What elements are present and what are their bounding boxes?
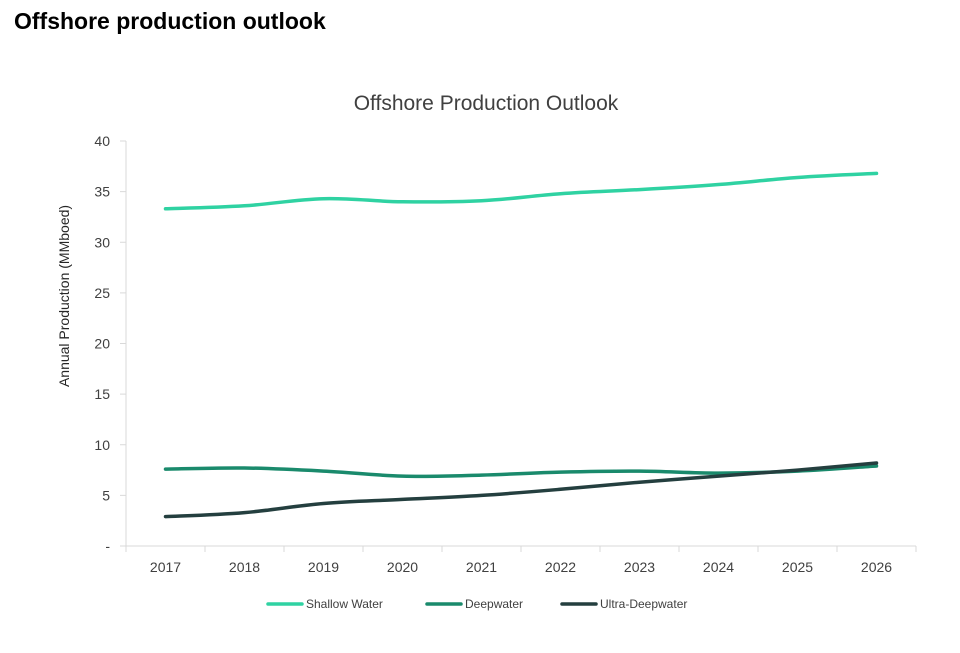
legend-label: Ultra-Deepwater xyxy=(600,597,687,611)
series-line-shallow-water xyxy=(163,171,879,211)
y-tick-label: - xyxy=(105,538,110,554)
legend-item: Shallow Water xyxy=(266,597,383,611)
y-tick-label: 5 xyxy=(102,487,110,503)
chart-title: Offshore Production Outlook xyxy=(354,92,619,115)
x-tick-label: 2020 xyxy=(387,559,418,575)
y-tick-label: 40 xyxy=(94,133,110,149)
y-tick-label: 15 xyxy=(94,386,110,402)
x-tick-label: 2023 xyxy=(624,559,655,575)
legend-item: Deepwater xyxy=(425,597,523,611)
x-tick-label: 2022 xyxy=(545,559,576,575)
x-tick-labels: 2017 2018 2019 2020 2021 2022 2023 2024 2025 2026 xyxy=(125,546,917,575)
x-tick-label: 2024 xyxy=(703,559,734,575)
axes xyxy=(125,141,916,547)
y-axis-label: Annual Production (MMboed) xyxy=(56,205,72,387)
page-heading: Offshore production outlook xyxy=(14,8,326,34)
legend-item: Ultra-Deepwater xyxy=(560,597,687,611)
y-tick-label: 30 xyxy=(94,234,110,250)
x-tick-label: 2025 xyxy=(782,559,813,575)
x-tick-label: 2019 xyxy=(308,559,339,575)
legend: Shallow Water Deepwater Ultra-Deepwater xyxy=(266,597,687,611)
series-line-ultra-deepwater xyxy=(163,461,879,519)
legend-label: Deepwater xyxy=(465,597,523,611)
y-tick-label: 25 xyxy=(94,285,110,301)
y-tick-label: 10 xyxy=(94,437,110,453)
x-tick-label: 2017 xyxy=(150,559,181,575)
x-tick-label: 2021 xyxy=(466,559,497,575)
y-tick-label: 20 xyxy=(94,336,110,352)
legend-label: Shallow Water xyxy=(306,597,383,611)
x-tick-label: 2018 xyxy=(229,559,260,575)
y-tick-labels: - 5 10 15 20 25 30 35 40 xyxy=(94,133,126,554)
x-tick-label: 2026 xyxy=(861,559,892,575)
series-lines xyxy=(163,171,879,519)
y-tick-label: 35 xyxy=(94,184,110,200)
